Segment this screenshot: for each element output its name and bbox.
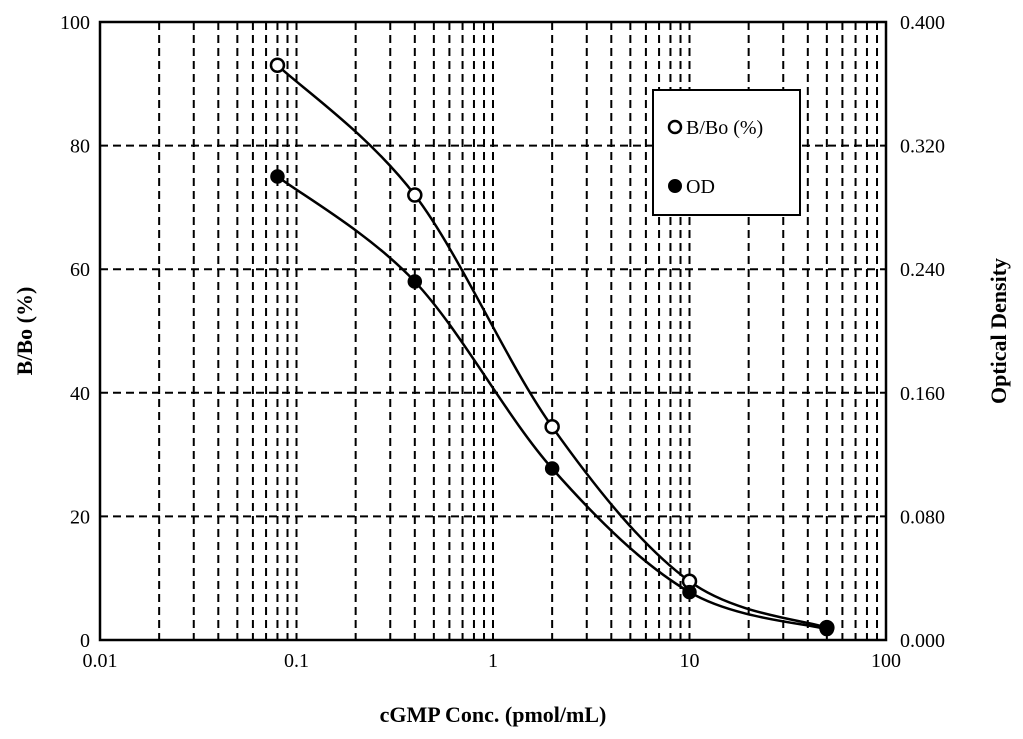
x-tick-label: 1 <box>488 650 498 672</box>
data-point-od <box>682 584 697 600</box>
data-point-od <box>544 461 560 476</box>
x-tick-label: 100 <box>871 650 901 672</box>
y2-tick-label: 0.080 <box>900 506 945 528</box>
legend-label-bbo: B/Bo (%) <box>686 117 763 139</box>
x-axis-title: cGMP Conc. (pmol/mL) <box>380 702 607 727</box>
y2-axis-title: Optical Density <box>986 258 1011 404</box>
y-tick-label: 60 <box>70 259 90 281</box>
legend: B/Bo (%) OD <box>652 89 801 216</box>
y-tick-label: 20 <box>70 506 90 528</box>
x-tick-label: 10 <box>680 650 700 672</box>
x-tick-label: 0.1 <box>284 650 309 672</box>
y2-tick-label: 0.320 <box>900 136 945 158</box>
y2-tick-label: 0.240 <box>900 259 945 281</box>
y-tick-label: 100 <box>60 12 90 34</box>
y-tick-label: 40 <box>70 383 90 405</box>
series-layer <box>269 57 835 637</box>
legend-box <box>652 89 801 216</box>
data-point-bbo <box>407 187 423 203</box>
legend-label-od: OD <box>686 176 715 198</box>
data-point-bbo <box>269 57 286 74</box>
y-tick-label: 80 <box>70 136 90 158</box>
y-axis-title: B/Bo (%) <box>12 287 37 376</box>
tick-labels: 0.01 0.1 1 10 1000204060801000.0000.0800.160… <box>60 12 945 672</box>
gridlines <box>100 22 886 640</box>
y-tick-label: 0 <box>80 630 90 652</box>
x-tick-label: 0.01 <box>83 650 118 672</box>
legend-marker-od <box>668 179 682 193</box>
legend-marker-bbo <box>667 119 683 135</box>
data-point-od <box>270 169 285 184</box>
y2-tick-label: 0.000 <box>900 630 945 652</box>
y2-tick-label: 0.400 <box>900 12 945 34</box>
data-point-od <box>407 274 423 289</box>
plot-frame <box>98 20 888 642</box>
y2-tick-label: 0.160 <box>900 383 945 405</box>
data-point-od <box>819 621 835 637</box>
data-point-bbo <box>544 419 560 435</box>
